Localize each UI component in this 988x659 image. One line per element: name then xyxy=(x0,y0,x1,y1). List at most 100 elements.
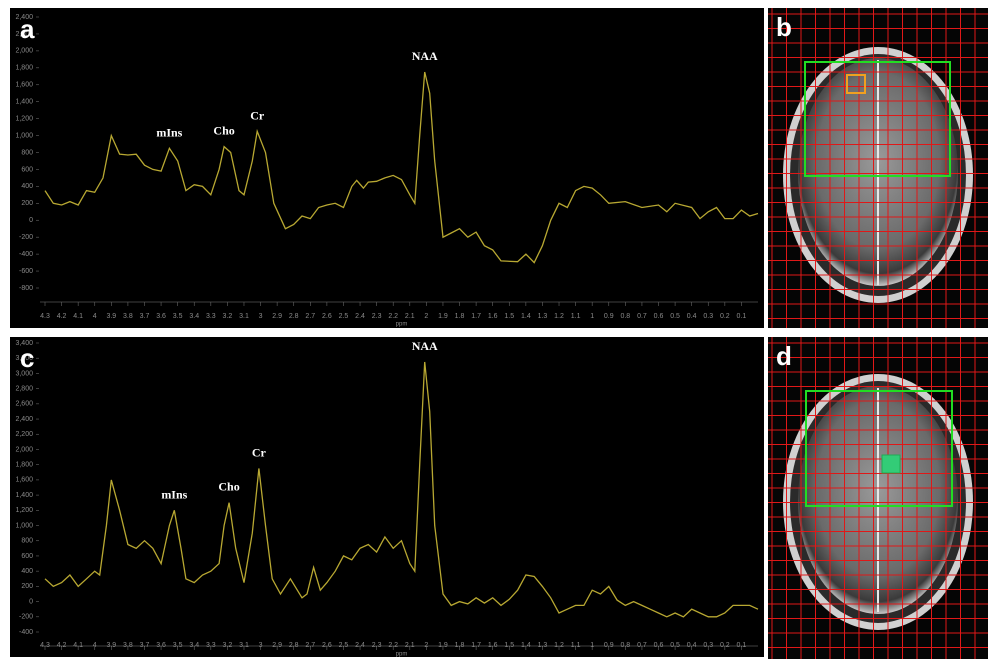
x-tick-label: 3 xyxy=(259,642,263,649)
x-tick-label: 3.2 xyxy=(223,642,233,649)
x-tick-label: 3.4 xyxy=(189,642,199,649)
x-tick-label: 0.7 xyxy=(637,313,647,320)
peak-label: Cr xyxy=(250,108,265,122)
x-tick-label: 2.5 xyxy=(339,642,349,649)
y-tick-label: 2,600 xyxy=(15,401,33,408)
y-tick-label: 800 xyxy=(21,538,33,545)
y-tick-label: 600 xyxy=(21,166,33,173)
x-tick-label: 1 xyxy=(590,642,594,649)
x-tick-label: 0.8 xyxy=(620,642,630,649)
y-tick-label: 2,400 xyxy=(15,14,33,21)
x-tick-label: 4 xyxy=(93,642,97,649)
x-tick-label: 4.2 xyxy=(57,313,67,320)
y-tick-label: -200 xyxy=(19,234,33,241)
y-tick-label: 0 xyxy=(29,217,33,224)
y-tick-label: 1,200 xyxy=(15,507,33,514)
x-tick-label: 0.3 xyxy=(703,642,713,649)
x-tick-label: 0.9 xyxy=(604,313,614,320)
x-tick-label: 1.6 xyxy=(488,313,498,320)
x-tick-label: 2.2 xyxy=(388,313,398,320)
y-tick-label: -400 xyxy=(19,629,33,636)
x-tick-label: 0.4 xyxy=(687,642,697,649)
x-tick-label: 4.1 xyxy=(73,642,83,649)
x-tick-label: 1.1 xyxy=(571,642,581,649)
x-tick-label: 2.2 xyxy=(388,642,398,649)
voi-box xyxy=(804,61,951,177)
x-tick-label: 3.1 xyxy=(239,313,249,320)
peak-label: NAA xyxy=(412,339,438,353)
panel-label: b xyxy=(776,12,792,42)
y-tick-label: 1,400 xyxy=(15,492,33,499)
x-tick-label: 1.7 xyxy=(471,313,481,320)
x-tick-label: 2.5 xyxy=(339,313,349,320)
y-tick-label: 200 xyxy=(21,200,33,207)
x-tick-label: 3.7 xyxy=(140,642,150,649)
x-tick-label: 2.8 xyxy=(289,313,299,320)
x-tick-label: 4 xyxy=(93,313,97,320)
x-tick-label: 4.3 xyxy=(40,642,50,649)
x-tick-label: 2.4 xyxy=(355,313,365,320)
x-tick-label: 2 xyxy=(424,313,428,320)
y-tick-label: -600 xyxy=(19,268,33,275)
peak-label: NAA xyxy=(412,49,438,63)
x-tick-label: 1.3 xyxy=(538,642,548,649)
panel-label: c xyxy=(20,343,34,373)
x-tick-label: 1.2 xyxy=(554,642,564,649)
x-tick-label: 0.2 xyxy=(720,642,730,649)
x-tick-label: 3.8 xyxy=(123,313,133,320)
y-tick-label: 2,000 xyxy=(15,48,33,55)
y-tick-label: 1,600 xyxy=(15,477,33,484)
y-tick-label: 1,400 xyxy=(15,99,33,106)
x-tick-label: 0.2 xyxy=(720,313,730,320)
y-tick-label: 1,600 xyxy=(15,82,33,89)
x-tick-label: 3.2 xyxy=(223,313,233,320)
x-tick-label: 2.1 xyxy=(405,313,415,320)
y-tick-label: -400 xyxy=(19,251,33,258)
x-tick-label: 3.5 xyxy=(173,642,183,649)
y-tick-label: 1,800 xyxy=(15,65,33,72)
peak-label: mIns xyxy=(161,487,187,501)
y-tick-label: 400 xyxy=(21,568,33,575)
x-tick-label: 1.4 xyxy=(521,313,531,320)
x-tick-label: 1.5 xyxy=(504,642,514,649)
x-tick-label: 2.1 xyxy=(405,642,415,649)
x-tick-label: 2.3 xyxy=(372,642,382,649)
x-tick-label: 3.7 xyxy=(140,313,150,320)
y-tick-label: 2,000 xyxy=(15,446,33,453)
spectrum-line xyxy=(44,361,759,618)
x-tick-label: 1.2 xyxy=(554,313,564,320)
y-tick-label: 1,000 xyxy=(15,522,33,529)
spectrum-line xyxy=(44,71,759,264)
x-tick-label: 3.4 xyxy=(189,313,199,320)
voi-box xyxy=(805,390,953,507)
x-tick-label: 0.8 xyxy=(620,313,630,320)
x-tick-label: 3.3 xyxy=(206,642,216,649)
y-tick-label: 0 xyxy=(29,598,33,605)
x-tick-label: 3.1 xyxy=(239,642,249,649)
peak-label: Cr xyxy=(252,445,267,459)
x-tick-label: 1.8 xyxy=(455,642,465,649)
x-tick-label: 3.6 xyxy=(156,642,166,649)
x-tick-label: 3.8 xyxy=(123,642,133,649)
y-tick-label: 400 xyxy=(21,183,33,190)
x-tick-label: 3.9 xyxy=(106,313,116,320)
x-tick-label: 2.7 xyxy=(305,642,315,649)
x-tick-label: 2.9 xyxy=(272,642,282,649)
y-tick-label: 2,400 xyxy=(15,416,33,423)
x-tick-label: 1.1 xyxy=(571,313,581,320)
peak-label: mIns xyxy=(156,125,182,139)
x-tick-label: 0.1 xyxy=(737,642,747,649)
x-tick-label: 0.4 xyxy=(687,313,697,320)
x-tick-label: 1.6 xyxy=(488,642,498,649)
mri-panel-b: b xyxy=(768,8,988,328)
x-tick-label: 3.3 xyxy=(206,313,216,320)
peak-label: Cho xyxy=(213,124,234,138)
y-tick-label: 1,800 xyxy=(15,462,33,469)
x-axis-label: ppm xyxy=(396,652,408,658)
x-tick-label: 1.8 xyxy=(455,313,465,320)
x-tick-label: 0.3 xyxy=(703,313,713,320)
y-tick-label: -200 xyxy=(19,614,33,621)
voxel-grid xyxy=(768,8,988,328)
x-tick-label: 0.9 xyxy=(604,642,614,649)
